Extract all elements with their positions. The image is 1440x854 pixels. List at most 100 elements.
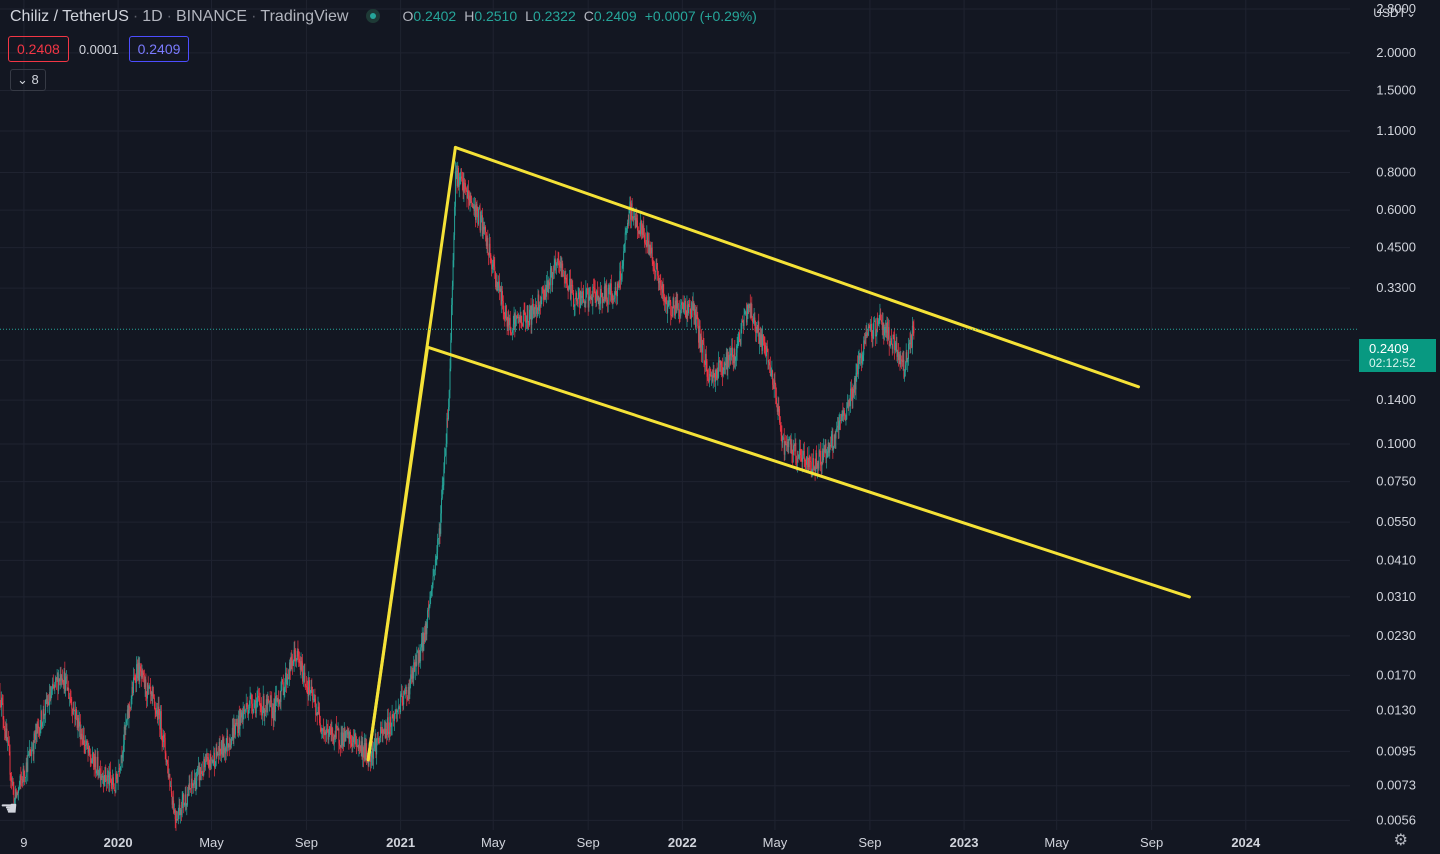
candle-body <box>830 445 831 447</box>
market-status-icon[interactable] <box>366 9 381 23</box>
candle-body <box>265 699 267 712</box>
candle-body <box>40 711 42 728</box>
gear-icon[interactable]: ⚙ <box>1393 832 1408 849</box>
candle-body <box>877 317 879 325</box>
candle-body <box>370 757 372 762</box>
candle-body <box>288 677 290 680</box>
candle-body <box>630 201 632 220</box>
candle-body <box>830 440 832 447</box>
candle-body <box>149 686 151 688</box>
candle-body <box>679 315 681 317</box>
candle-body <box>672 297 674 316</box>
candle-body <box>570 284 572 300</box>
candle-body <box>498 281 500 292</box>
candle-body <box>526 305 528 321</box>
trendline-drawings[interactable] <box>366 145 1191 762</box>
candle-body <box>876 317 878 335</box>
candle-body <box>603 286 605 302</box>
candle-body <box>349 732 351 743</box>
candle-body <box>541 287 543 301</box>
candle-body <box>177 810 179 820</box>
candle-body <box>210 753 212 760</box>
price-tick-label: 2.8000 <box>1376 1 1416 16</box>
price-axis[interactable]: 2.8000 2.0000 1.5000 1.1000 0.8000 0.6000 0.45… <box>1376 1 1416 827</box>
candle-body <box>50 695 52 700</box>
candle-body <box>9 751 11 775</box>
candle-body <box>325 731 327 735</box>
candle-body <box>670 301 672 316</box>
candle-body <box>91 762 93 764</box>
candle-body <box>569 278 571 300</box>
hand-icon[interactable]: ☚ <box>0 798 18 820</box>
candle-body <box>214 765 216 768</box>
time-axis[interactable]: 9 2020 May Sep 2021 May Sep 2022 May Sep 2023 May Se… <box>20 835 1261 850</box>
candle-body <box>596 290 598 300</box>
candle-body <box>393 718 395 721</box>
candle-body <box>626 228 628 232</box>
candle-body <box>576 293 578 302</box>
candle-body <box>461 178 463 183</box>
candle-body <box>173 800 175 813</box>
symbol-name[interactable]: Chiliz / TetherUS <box>10 8 129 25</box>
candle-body <box>85 740 87 746</box>
candle-body <box>390 716 392 727</box>
currency-selector[interactable]: USDT⌄ <box>1373 6 1416 20</box>
candle-body <box>790 443 792 445</box>
candle-body <box>25 777 26 778</box>
candle-body <box>690 313 692 319</box>
time-tick-label: 2023 <box>950 835 979 850</box>
candle-body <box>458 180 460 187</box>
candle-body <box>75 709 77 720</box>
candle-body <box>313 698 315 700</box>
sell-price-button[interactable]: 0.2408 <box>8 36 69 62</box>
candle-body <box>568 285 570 291</box>
indicators-toggle[interactable]: ⌄ 8 <box>10 69 46 91</box>
candle-body <box>718 360 720 377</box>
candle-body <box>404 690 405 695</box>
candle-body <box>786 441 788 446</box>
candle-body <box>279 699 281 702</box>
candle-body <box>405 690 407 691</box>
candle-body <box>893 334 895 338</box>
candle-body <box>52 683 53 690</box>
symbol-legend[interactable]: Chiliz / TetherUS · 1D · BINANCE · TradingView… <box>10 8 765 26</box>
candle-body <box>858 355 860 361</box>
candle-body <box>648 240 650 255</box>
candle-body <box>258 697 260 701</box>
candle-body <box>242 710 244 722</box>
candle-body <box>729 354 731 356</box>
ohlc-values: O0.2402 H0.2510 L0.2322 C0.2409 +0.0007 (+0.… <box>402 8 757 24</box>
candle-body <box>502 291 503 302</box>
candle-body <box>750 303 752 318</box>
interval-label[interactable]: 1D <box>142 8 163 25</box>
candle-body <box>153 694 155 698</box>
candle-body <box>524 311 526 322</box>
candle-body <box>402 702 404 705</box>
candle-body <box>96 757 98 771</box>
candle-body <box>407 686 409 700</box>
candle-body <box>362 747 364 757</box>
candle-body <box>515 315 517 320</box>
candle-body <box>420 642 422 648</box>
candle-body <box>449 368 451 391</box>
candle-body <box>249 695 251 707</box>
candle-body <box>435 558 437 561</box>
buy-price-button[interactable]: 0.2409 <box>128 36 190 62</box>
candle-body <box>863 340 865 356</box>
candle-body <box>806 456 808 466</box>
candle-body <box>478 208 480 210</box>
candle-body <box>332 728 334 737</box>
candle-body <box>282 679 283 683</box>
candle-body <box>799 449 801 456</box>
quote-row: 0.2408 0.0001 0.2409 <box>8 36 190 62</box>
candle-body <box>566 277 568 284</box>
candle-body <box>620 271 622 281</box>
candle-body <box>802 455 804 463</box>
candle-body <box>872 329 874 339</box>
time-tick-label: 2020 <box>104 835 133 850</box>
candle-body <box>128 705 130 719</box>
candle-body <box>272 707 274 721</box>
candle-body <box>747 305 749 315</box>
candle-body <box>664 298 666 303</box>
